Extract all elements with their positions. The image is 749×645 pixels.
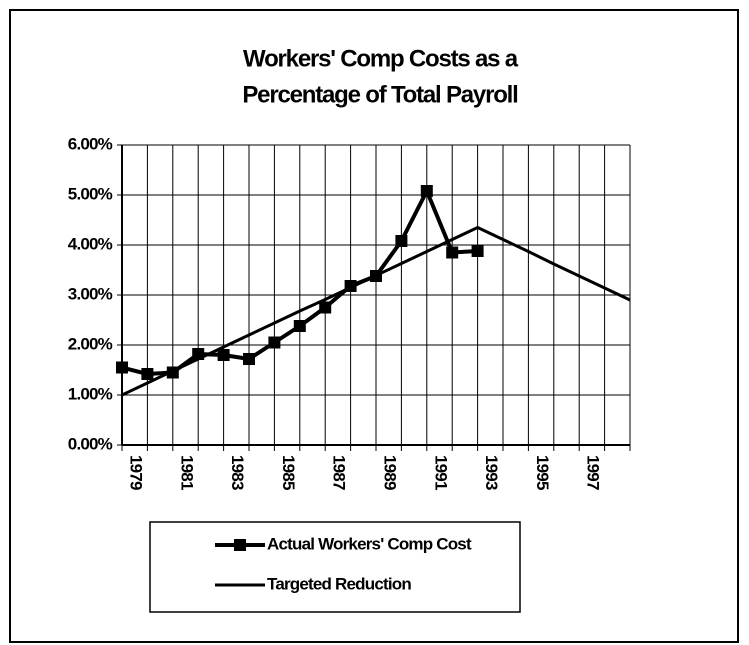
x-tick-label: 1991 [431,455,450,490]
marker [319,301,332,314]
x-tick-label: 1993 [482,455,501,490]
marker [395,235,408,247]
marker [116,361,128,374]
chart-title: Percentage of Total Payroll [242,81,517,108]
legend-marker [234,539,246,551]
marker [420,185,433,197]
x-tick-label: 1985 [279,455,298,490]
marker [243,353,255,365]
y-tick-label: 1.00% [68,384,113,403]
marker [268,336,281,349]
marker [446,246,459,259]
x-tick-label: 1981 [177,455,196,490]
x-tick-label: 1997 [584,455,603,490]
x-tick-label: 1987 [330,455,349,490]
y-tick-label: 4.00% [68,234,113,253]
y-tick-label: 5.00% [68,184,113,203]
marker [141,368,154,380]
x-tick-label: 1989 [381,455,400,490]
legend-label: Targeted Reduction [267,574,411,593]
x-tick-label: 1995 [533,455,552,490]
legend-box [149,521,521,613]
marker [293,320,306,332]
y-tick-label: 6.00% [68,134,113,153]
marker [471,245,484,257]
y-tick-label: 3.00% [68,284,113,303]
chart-title: Workers' Comp Costs as a [243,45,519,72]
x-tick-label: 1983 [228,455,247,490]
series-line [121,226,631,397]
legend-label: Actual Workers' Comp Cost [267,534,472,553]
marker [217,349,230,361]
x-tick-label: 1979 [127,455,146,490]
frame [9,9,739,643]
y-tick-label: 2.00% [68,334,113,353]
y-tick-label: 0.00% [68,434,113,453]
